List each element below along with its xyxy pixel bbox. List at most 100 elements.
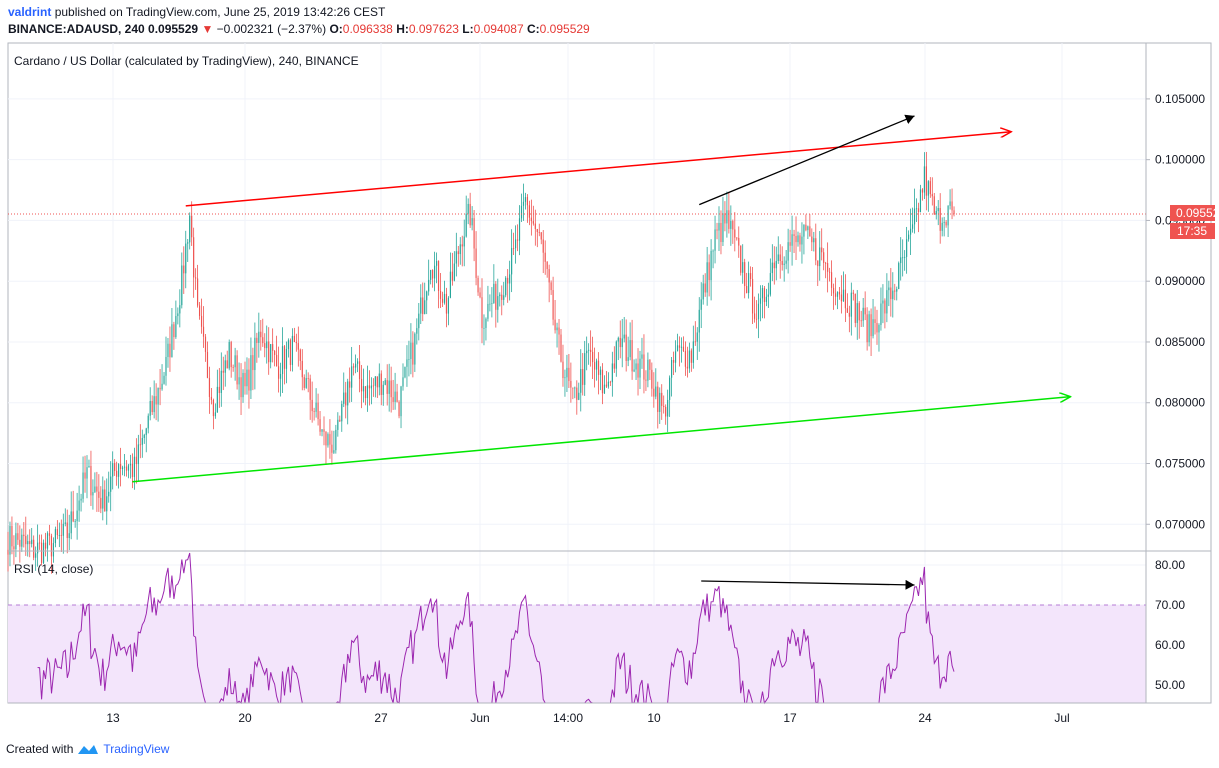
time-axis[interactable]: 13 20 27 Jun 14:00 10 17 24 Jul xyxy=(106,711,1069,725)
candle xyxy=(72,490,74,523)
candle-body xyxy=(572,387,574,389)
candle-body xyxy=(100,497,102,509)
candle-body xyxy=(301,360,303,378)
candle-body xyxy=(469,203,471,226)
candle xyxy=(657,381,659,429)
candle-body xyxy=(341,403,343,422)
candle-body xyxy=(33,539,35,558)
price-tick-label: 0.105000 xyxy=(1155,92,1205,106)
candle xyxy=(927,180,929,212)
price-axis[interactable]: 0.1050000.1000000.0950000.0900000.085000… xyxy=(1146,92,1205,531)
candle-body xyxy=(671,359,673,378)
candle-body xyxy=(945,221,947,226)
candle xyxy=(323,416,325,446)
candle-body xyxy=(799,235,801,245)
candle-body xyxy=(605,384,608,387)
candle-body xyxy=(467,203,469,214)
candle xyxy=(858,301,860,339)
candle xyxy=(430,269,432,285)
candle xyxy=(617,336,619,361)
price-change: −0.002321 (−2.37%) xyxy=(216,22,327,36)
candle-body xyxy=(933,196,935,215)
candle xyxy=(830,260,833,296)
candle xyxy=(392,379,394,410)
candle xyxy=(204,334,207,362)
candle-body xyxy=(678,345,681,348)
candle xyxy=(767,282,769,308)
candle xyxy=(528,200,530,226)
candle-body xyxy=(726,210,728,224)
candle-body xyxy=(307,378,309,379)
candle xyxy=(291,328,293,372)
candle xyxy=(696,327,698,360)
candle xyxy=(453,251,455,282)
candle-body xyxy=(285,348,288,369)
time-tick-label: 14:00 xyxy=(553,711,583,725)
candle xyxy=(777,236,779,264)
candle-body xyxy=(595,360,598,370)
rsi-axis[interactable]: 80.00 70.00 60.00 50.00 xyxy=(1155,558,1185,692)
candle-body xyxy=(400,386,402,417)
candle xyxy=(98,474,100,512)
footer-brand[interactable]: TradingView xyxy=(103,742,170,756)
candle-body xyxy=(939,208,941,231)
candle xyxy=(226,350,228,369)
candle-body xyxy=(362,386,365,392)
candle xyxy=(645,370,647,392)
candle xyxy=(198,301,201,320)
author-link[interactable]: valdrint xyxy=(8,5,52,19)
candle xyxy=(821,228,823,261)
support-trendline[interactable] xyxy=(132,397,1070,483)
resistance-trendline[interactable] xyxy=(185,132,1012,207)
candle xyxy=(888,280,890,307)
candle-body xyxy=(546,261,548,270)
candle xyxy=(461,235,463,267)
rsi-divergence-arrow[interactable] xyxy=(701,579,915,590)
candle-body xyxy=(712,250,714,252)
candle xyxy=(878,323,880,352)
candle-body xyxy=(763,288,766,302)
candle-body xyxy=(667,399,669,417)
candle xyxy=(742,244,744,284)
candle xyxy=(580,349,582,412)
candle-body xyxy=(566,367,568,378)
candle xyxy=(700,282,702,329)
candle xyxy=(394,372,396,410)
candle-body xyxy=(437,261,440,291)
candle-body xyxy=(189,215,191,243)
candle-body xyxy=(370,385,372,389)
candle-body xyxy=(68,533,70,539)
price-chart[interactable]: Cardano / US Dollar (calculated by Tradi… xyxy=(0,40,1219,732)
candle-body xyxy=(896,288,898,292)
candle xyxy=(33,535,35,561)
candle xyxy=(860,310,862,327)
price-higher-high-arrow[interactable] xyxy=(699,114,915,206)
candle xyxy=(88,459,90,468)
candle-body xyxy=(874,319,876,323)
candle xyxy=(331,430,333,465)
candle xyxy=(315,388,317,418)
candle-body xyxy=(797,235,799,243)
candle-body xyxy=(339,419,341,422)
candle-body xyxy=(623,334,625,339)
candle-body xyxy=(435,261,438,266)
price-tick-label: 0.070000 xyxy=(1155,517,1205,531)
candle xyxy=(94,472,96,494)
candle-body xyxy=(586,350,588,354)
candle xyxy=(467,198,469,225)
candle-body xyxy=(358,361,361,379)
candle xyxy=(641,337,643,369)
candle-body xyxy=(690,350,692,363)
low-value: 0.094087 xyxy=(473,22,524,36)
candle-body xyxy=(42,542,45,563)
candle xyxy=(491,287,493,318)
candle-body xyxy=(15,533,17,550)
candle xyxy=(603,375,606,394)
candle xyxy=(906,226,908,274)
candle xyxy=(493,264,495,304)
candle xyxy=(54,526,56,548)
candle-body xyxy=(783,263,785,265)
candle-body xyxy=(289,340,292,365)
candle xyxy=(260,320,262,351)
candle xyxy=(495,281,497,328)
